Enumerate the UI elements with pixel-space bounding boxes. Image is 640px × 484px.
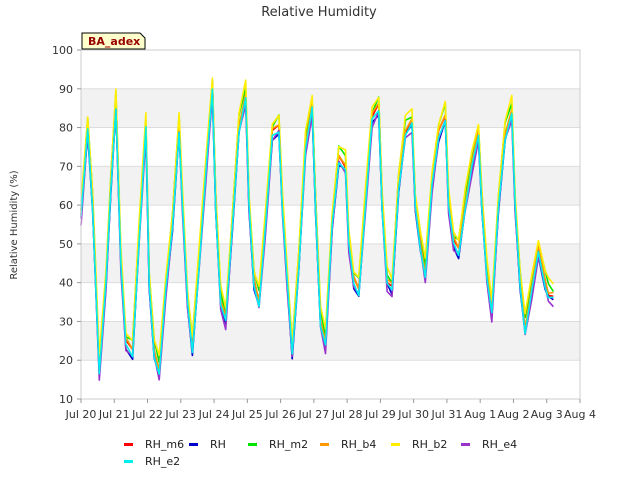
legend-label: RH_m2 [269, 438, 308, 451]
x-tick-label: Jul 28 [331, 408, 363, 421]
legend-swatch [391, 443, 400, 446]
y-tick-label: 40 [59, 277, 73, 290]
legend-swatch [124, 443, 133, 446]
legend-swatch [248, 443, 257, 446]
x-tick-label: Jul 21 [98, 408, 130, 421]
y-tick-label: 100 [52, 44, 73, 57]
legend-swatch [320, 443, 329, 446]
legend-label: RH_b2 [412, 438, 447, 451]
legend-label: RH [210, 438, 226, 451]
y-tick-label: 90 [59, 83, 73, 96]
legend-label: RH_e2 [145, 455, 180, 468]
legend-label: RH_m6 [145, 438, 184, 451]
x-tick-label: Jul 27 [297, 408, 329, 421]
legend-swatch [461, 443, 470, 446]
chart-title: Relative Humidity [261, 5, 377, 20]
x-tick-label: Jul 31 [431, 408, 463, 421]
grid-band [81, 282, 580, 322]
site-label-box: BA_adex [81, 32, 146, 50]
legend: RH_m6 RH RH_m2 RH_b4 RH_b2 RH_e4 RH_e2 [124, 438, 517, 468]
legend-swatch [189, 443, 198, 446]
legend-label: RH_e4 [482, 438, 517, 451]
y-tick-label: 70 [59, 160, 73, 173]
grid-band [81, 360, 580, 399]
legend-label: RH_b4 [341, 438, 376, 451]
y-tick-label: 60 [59, 199, 73, 212]
x-tick-label: Aug 1 [464, 408, 496, 421]
site-label: BA_adex [88, 35, 140, 48]
y-tick-label: 30 [59, 315, 73, 328]
plot-frame [80, 49, 581, 400]
x-tick-label: Jul 25 [231, 408, 263, 421]
x-tick-label: Jul 26 [264, 408, 296, 421]
y-axis-label: Relative Humidity (%) [9, 170, 20, 279]
series-line-rh-e2 [80, 88, 554, 375]
x-tick-label: Jul 24 [198, 408, 230, 421]
x-tick-label: Jul 30 [397, 408, 429, 421]
y-tick-label: 10 [59, 393, 73, 406]
grid-band [81, 88, 580, 128]
grid-band [81, 127, 580, 167]
grid-band [81, 166, 580, 206]
x-tick-label: Aug 4 [564, 408, 596, 421]
x-tick-label: Jul 29 [364, 408, 396, 421]
y-tick-label: 80 [59, 122, 73, 135]
y-tick-label: 50 [59, 238, 73, 251]
x-tick-label: Aug 2 [497, 408, 529, 421]
legend-swatch [124, 460, 133, 463]
x-tick-label: Aug 3 [531, 408, 563, 421]
grid-band [81, 50, 580, 89]
y-tick-label: 20 [59, 354, 73, 367]
x-tick-label: Jul 23 [164, 408, 196, 421]
x-tick-label: Jul 20 [65, 408, 97, 421]
x-tick-label: Jul 22 [131, 408, 163, 421]
